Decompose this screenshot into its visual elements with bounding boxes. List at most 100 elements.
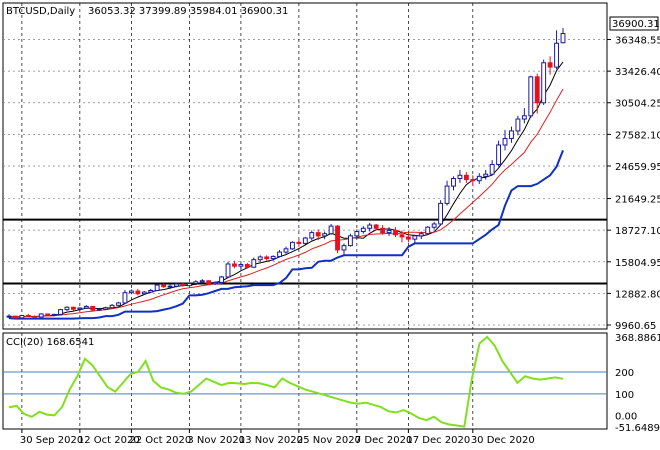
time-tick-label: 25 Nov 2020 <box>297 435 361 446</box>
candle-body <box>199 280 205 283</box>
candle-body <box>405 236 411 240</box>
candle-body <box>315 232 321 237</box>
candle-body <box>444 185 450 204</box>
candle-body <box>457 174 463 180</box>
time-tick-label: 12 Oct 2020 <box>78 435 140 446</box>
candle-body <box>290 241 295 250</box>
candle-body <box>13 315 18 319</box>
candle-body <box>51 313 57 316</box>
price-tick-label: 12882.80 <box>615 289 660 300</box>
candle-body <box>116 302 121 306</box>
candle-body <box>38 313 44 318</box>
candle-body <box>476 175 482 182</box>
cci-tick-label: 200 <box>615 368 634 379</box>
current-price-label: 36900.31 <box>612 19 660 30</box>
candles <box>6 28 566 319</box>
candle-body <box>309 232 315 239</box>
cci-series <box>3 335 607 428</box>
price-tick-label: 21649.25 <box>615 195 660 206</box>
price-axis: 36348.55 33426.40 30504.25 27582.10 24659.95… <box>607 36 660 434</box>
time-tick-label: 30 Sep 2020 <box>20 435 83 446</box>
candle-body <box>6 315 12 318</box>
candle-body <box>451 178 456 187</box>
candle-body <box>270 255 276 260</box>
candle-body <box>70 306 76 310</box>
candle-body <box>515 118 521 132</box>
candle-body <box>25 314 31 317</box>
candle-body <box>45 313 51 316</box>
price-tick-label: 9960.65 <box>615 321 656 332</box>
candle-body <box>431 223 437 228</box>
candle-body <box>244 264 250 268</box>
candle-body <box>77 307 83 310</box>
candle-body <box>174 283 179 287</box>
cci-title: CCI(20) 168.6541 <box>6 337 94 348</box>
candle-body <box>393 229 398 236</box>
price-tick-label: 33426.40 <box>615 67 660 78</box>
time-tick-label: 3 Nov 2020 <box>187 435 245 446</box>
candle-body <box>380 227 386 234</box>
candle-body <box>212 281 218 285</box>
cci-tick-label: 368.8861 <box>615 333 660 344</box>
candle-body <box>109 304 115 309</box>
candle-body <box>438 202 444 225</box>
candle-body <box>277 251 282 257</box>
ohlc-values: 36053.32 37399.89 35984.01 36900.31 <box>88 6 288 17</box>
symbol-label: BTCUSD,Daily <box>6 6 75 17</box>
candle-body <box>470 179 476 182</box>
candle-body <box>193 281 199 284</box>
candle-body <box>521 115 527 120</box>
candle-body <box>554 42 559 68</box>
candle-body <box>148 289 154 293</box>
candle-body <box>257 256 263 261</box>
price-tick-label: 36348.55 <box>615 36 660 47</box>
price-tick-label: 27582.10 <box>615 130 660 141</box>
candle-body <box>541 62 547 104</box>
candle-body <box>483 173 489 177</box>
candle-body <box>122 292 128 304</box>
candle-body <box>225 263 231 278</box>
candle-body <box>367 224 373 229</box>
time-tick-label: 30 Dec 2020 <box>471 435 535 446</box>
cci-line <box>8 335 564 428</box>
candle-body <box>341 245 347 251</box>
candle-body <box>32 315 38 318</box>
candle-body <box>19 314 25 319</box>
candle-body <box>386 229 392 234</box>
candle-body <box>418 233 424 237</box>
candle-body <box>64 306 70 311</box>
candle-body <box>219 276 225 283</box>
candle-body <box>528 76 534 117</box>
candle-body <box>141 291 147 295</box>
channel-low-line <box>8 150 564 320</box>
candle-body <box>103 307 109 310</box>
candle-body <box>83 305 89 309</box>
candle-body <box>412 235 418 240</box>
candle-body <box>96 308 102 311</box>
cci-tick-label: -51.6489 <box>615 423 660 434</box>
price-tick-label: 24659.95 <box>615 162 660 173</box>
cci-tick-label: 0.00 <box>615 412 637 423</box>
candle-body <box>90 305 96 311</box>
candle-body <box>328 225 334 235</box>
candle-body <box>360 227 366 233</box>
candle-body <box>335 225 340 251</box>
candle-body <box>496 144 502 165</box>
candle-body <box>238 264 244 267</box>
candle-body <box>186 282 192 287</box>
candle-body <box>354 231 360 237</box>
candle-body <box>373 224 379 229</box>
candle-body <box>128 290 134 294</box>
cci-tick-label: 100 <box>615 390 634 401</box>
candle-body <box>264 256 270 260</box>
candle-body <box>534 76 540 104</box>
ma-fast-line <box>8 61 564 318</box>
candle-body <box>135 290 141 295</box>
candle-body <box>489 163 495 175</box>
price-tick-label: 30504.25 <box>615 99 660 110</box>
candle-body <box>509 130 514 139</box>
candle-body <box>399 234 405 238</box>
horizontal-levels <box>3 218 607 285</box>
